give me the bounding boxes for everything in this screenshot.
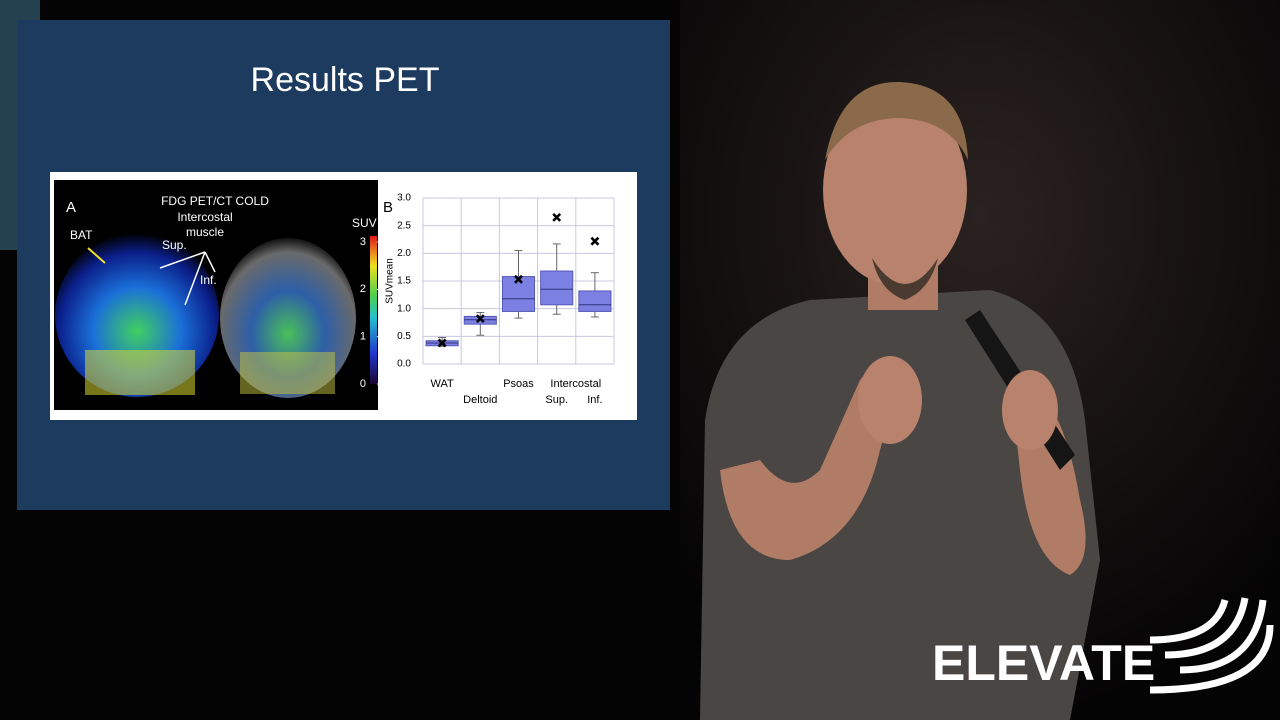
speaker	[700, 81, 1100, 720]
sup-label: Sup.	[162, 238, 187, 252]
colorbar-tick-label: 0	[360, 378, 366, 390]
petct-scan-liver	[240, 352, 335, 394]
colorbar-title: SUV	[352, 216, 377, 230]
y-tick-label: 0.5	[397, 331, 411, 342]
box	[578, 290, 612, 312]
logo-arc	[1164, 597, 1249, 659]
muscle-arrows	[159, 251, 216, 306]
y-tick-label: 2.5	[397, 220, 411, 231]
x-tick-label: Deltoid	[463, 394, 497, 406]
logo-arc	[1149, 624, 1274, 694]
panel-subheading: Intercostal muscle	[177, 210, 233, 239]
logo-arc	[1149, 598, 1229, 644]
left-hand	[858, 356, 922, 444]
panel-letter: B	[383, 199, 393, 216]
mean-marker	[552, 212, 562, 222]
y-tick-label: 3.0	[397, 193, 411, 204]
inf-label: Inf.	[200, 273, 217, 287]
x-tick-label: Inf.	[587, 394, 602, 406]
colorbar-tick-label: 2	[360, 283, 366, 295]
logo-text: ELEVATE	[932, 635, 1155, 691]
hair	[825, 81, 968, 160]
bat-arrow	[87, 247, 106, 264]
group-label: Intercostal	[550, 378, 601, 390]
box	[501, 276, 536, 312]
pet-scan-liver	[85, 350, 195, 395]
y-tick-label: 1.5	[397, 276, 411, 287]
x-tick-label: Psoas	[503, 378, 534, 390]
mean-marker	[475, 314, 485, 324]
beard	[872, 258, 938, 300]
logo	[1149, 597, 1274, 694]
box	[540, 270, 574, 306]
subheading-box: Intercostal muscle	[177, 210, 233, 239]
slide-title: Results PET	[251, 61, 440, 99]
mean-marker	[590, 236, 600, 246]
colorbar-tick-label: 3	[360, 236, 366, 248]
y-axis-label: SUVmean	[385, 258, 396, 304]
x-tick-label: Sup.	[545, 394, 568, 406]
colorbar-tick-label: 1	[360, 331, 366, 343]
y-tick-label: 2.0	[397, 248, 411, 259]
right-hand	[1002, 370, 1058, 450]
panel-letter: A	[66, 199, 76, 216]
mean-marker	[437, 338, 447, 348]
logo-arc	[1179, 599, 1267, 674]
bat-label: BAT	[70, 228, 93, 242]
left-arm	[720, 367, 900, 560]
y-tick-label: 0.0	[397, 359, 411, 370]
y-tick-label: 1.0	[397, 303, 411, 314]
mean-marker	[514, 274, 523, 284]
head	[823, 95, 967, 285]
shirt	[700, 290, 1100, 720]
colorbar	[370, 236, 377, 384]
x-tick-label: WAT	[430, 378, 453, 390]
panel-heading: FDG PET/CT COLD	[161, 194, 269, 208]
